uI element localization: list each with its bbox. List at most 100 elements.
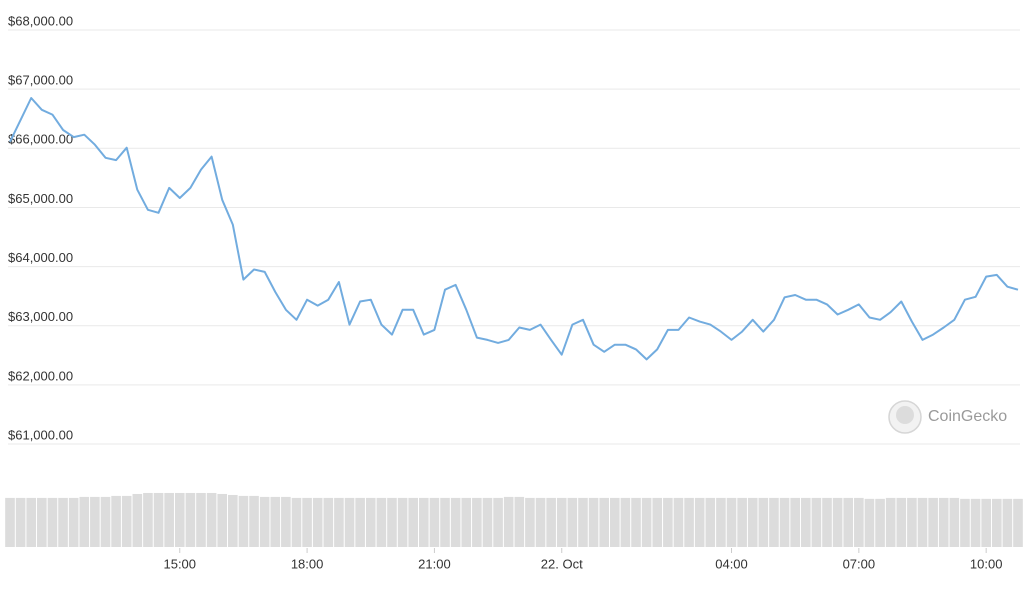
volume-bar (631, 497, 641, 547)
y-tick-label: $63,000.00 (8, 309, 73, 324)
volume-bar (334, 497, 344, 547)
x-tick-label: 15:00 (163, 556, 196, 571)
price-layer: $61,000.00 $62,000.00 $63,000.00 $64,000.00… (8, 13, 1020, 571)
volume-bar (917, 497, 928, 547)
volume-bar (387, 497, 397, 547)
volume-bar (164, 492, 174, 547)
volume-bar (238, 495, 249, 547)
volume-bar (620, 497, 631, 547)
volume-bar (79, 496, 90, 547)
volume-bar (249, 495, 259, 547)
volume-bar (663, 497, 673, 547)
volume-bar (15, 497, 26, 547)
volume-bar (578, 497, 588, 547)
volume-bar (37, 497, 47, 547)
watermark-logo-inner (896, 406, 914, 424)
volume-bar (567, 497, 578, 547)
volume-bar (281, 496, 291, 547)
volume-bar (800, 497, 811, 547)
volume-bar (429, 497, 440, 547)
volume-bar (546, 497, 556, 547)
volume-bar (1013, 498, 1023, 547)
volume-bar (132, 493, 143, 547)
volume-bar (525, 497, 535, 547)
volume-bar (174, 492, 185, 547)
volume-bar (355, 497, 365, 547)
volume-bar (790, 497, 800, 547)
volume-bar (556, 497, 567, 547)
volume-bar (228, 494, 238, 547)
volume-bar (864, 498, 875, 547)
volume-bar (376, 497, 387, 547)
volume-bar (747, 497, 758, 547)
price-line (9, 97, 1019, 361)
volume-bar (716, 497, 726, 547)
volume-bar (323, 497, 334, 547)
x-tick-label: 07:00 (843, 556, 876, 571)
volume-bar (991, 498, 1002, 547)
volume-bar (843, 497, 854, 547)
volume-bar (885, 497, 896, 547)
volume-bar (344, 497, 355, 547)
volume-bar (832, 497, 843, 547)
y-tick-label: $62,000.00 (8, 368, 73, 383)
y-tick-label: $67,000.00 (8, 73, 73, 88)
volume-bar (1002, 498, 1013, 547)
watermark-text: CoinGecko (928, 408, 1007, 425)
volume-bar (854, 497, 864, 547)
volume-bar (896, 497, 907, 547)
x-tick-label: 21:00 (418, 556, 451, 571)
volume-bar (960, 498, 970, 547)
volume-bar (47, 497, 58, 547)
volume-bar (185, 492, 196, 547)
volume-bar (726, 497, 737, 547)
volume-bar (270, 496, 281, 547)
y-tick-label: $66,000.00 (8, 132, 73, 147)
volume-bar (259, 496, 270, 547)
volume-bar (949, 497, 960, 547)
volume-bar (206, 492, 217, 547)
volume-bar (981, 498, 991, 547)
volume-bar (121, 495, 132, 547)
volume-bar (58, 497, 68, 547)
volume-bar (938, 497, 949, 547)
volume-bar (694, 497, 705, 547)
volume-bar (100, 496, 111, 547)
y-tick-label: $61,000.00 (8, 427, 73, 442)
x-tick-label: 18:00 (291, 556, 324, 571)
volume-bar (302, 497, 312, 547)
volume-bar (5, 497, 15, 547)
volume-bar (535, 497, 546, 547)
y-tick-label: $65,000.00 (8, 191, 73, 206)
volume-bar (291, 497, 302, 547)
y-tick-label: $64,000.00 (8, 250, 73, 265)
volume-bar (641, 497, 652, 547)
volume-bar (907, 497, 917, 547)
volume-bar (599, 497, 609, 547)
volume-bar (408, 497, 419, 547)
volume-bar (779, 497, 790, 547)
volume-bar (90, 496, 100, 547)
volume-bar (450, 497, 461, 547)
x-tick-label: 22. Oct (541, 556, 583, 571)
volume-bar (365, 497, 376, 547)
volume-bar (684, 497, 694, 547)
x-tick-label: 10:00 (970, 556, 1003, 571)
volume-bar (419, 497, 429, 547)
volume-bar (811, 497, 822, 547)
volume-bar (397, 497, 408, 547)
volume-bar (737, 497, 747, 547)
volume-bar (143, 492, 153, 547)
x-tick-label: 04:00 (715, 556, 748, 571)
volume-bar (503, 496, 514, 547)
volume-bar (217, 493, 228, 547)
volume-bar (970, 498, 981, 547)
volume-bar (758, 497, 769, 547)
y-tick-label: $68,000.00 (8, 13, 73, 28)
volume-bar (482, 497, 493, 547)
volume-layer (5, 492, 1023, 547)
volume-bar (928, 497, 938, 547)
volume-bar (769, 497, 779, 547)
